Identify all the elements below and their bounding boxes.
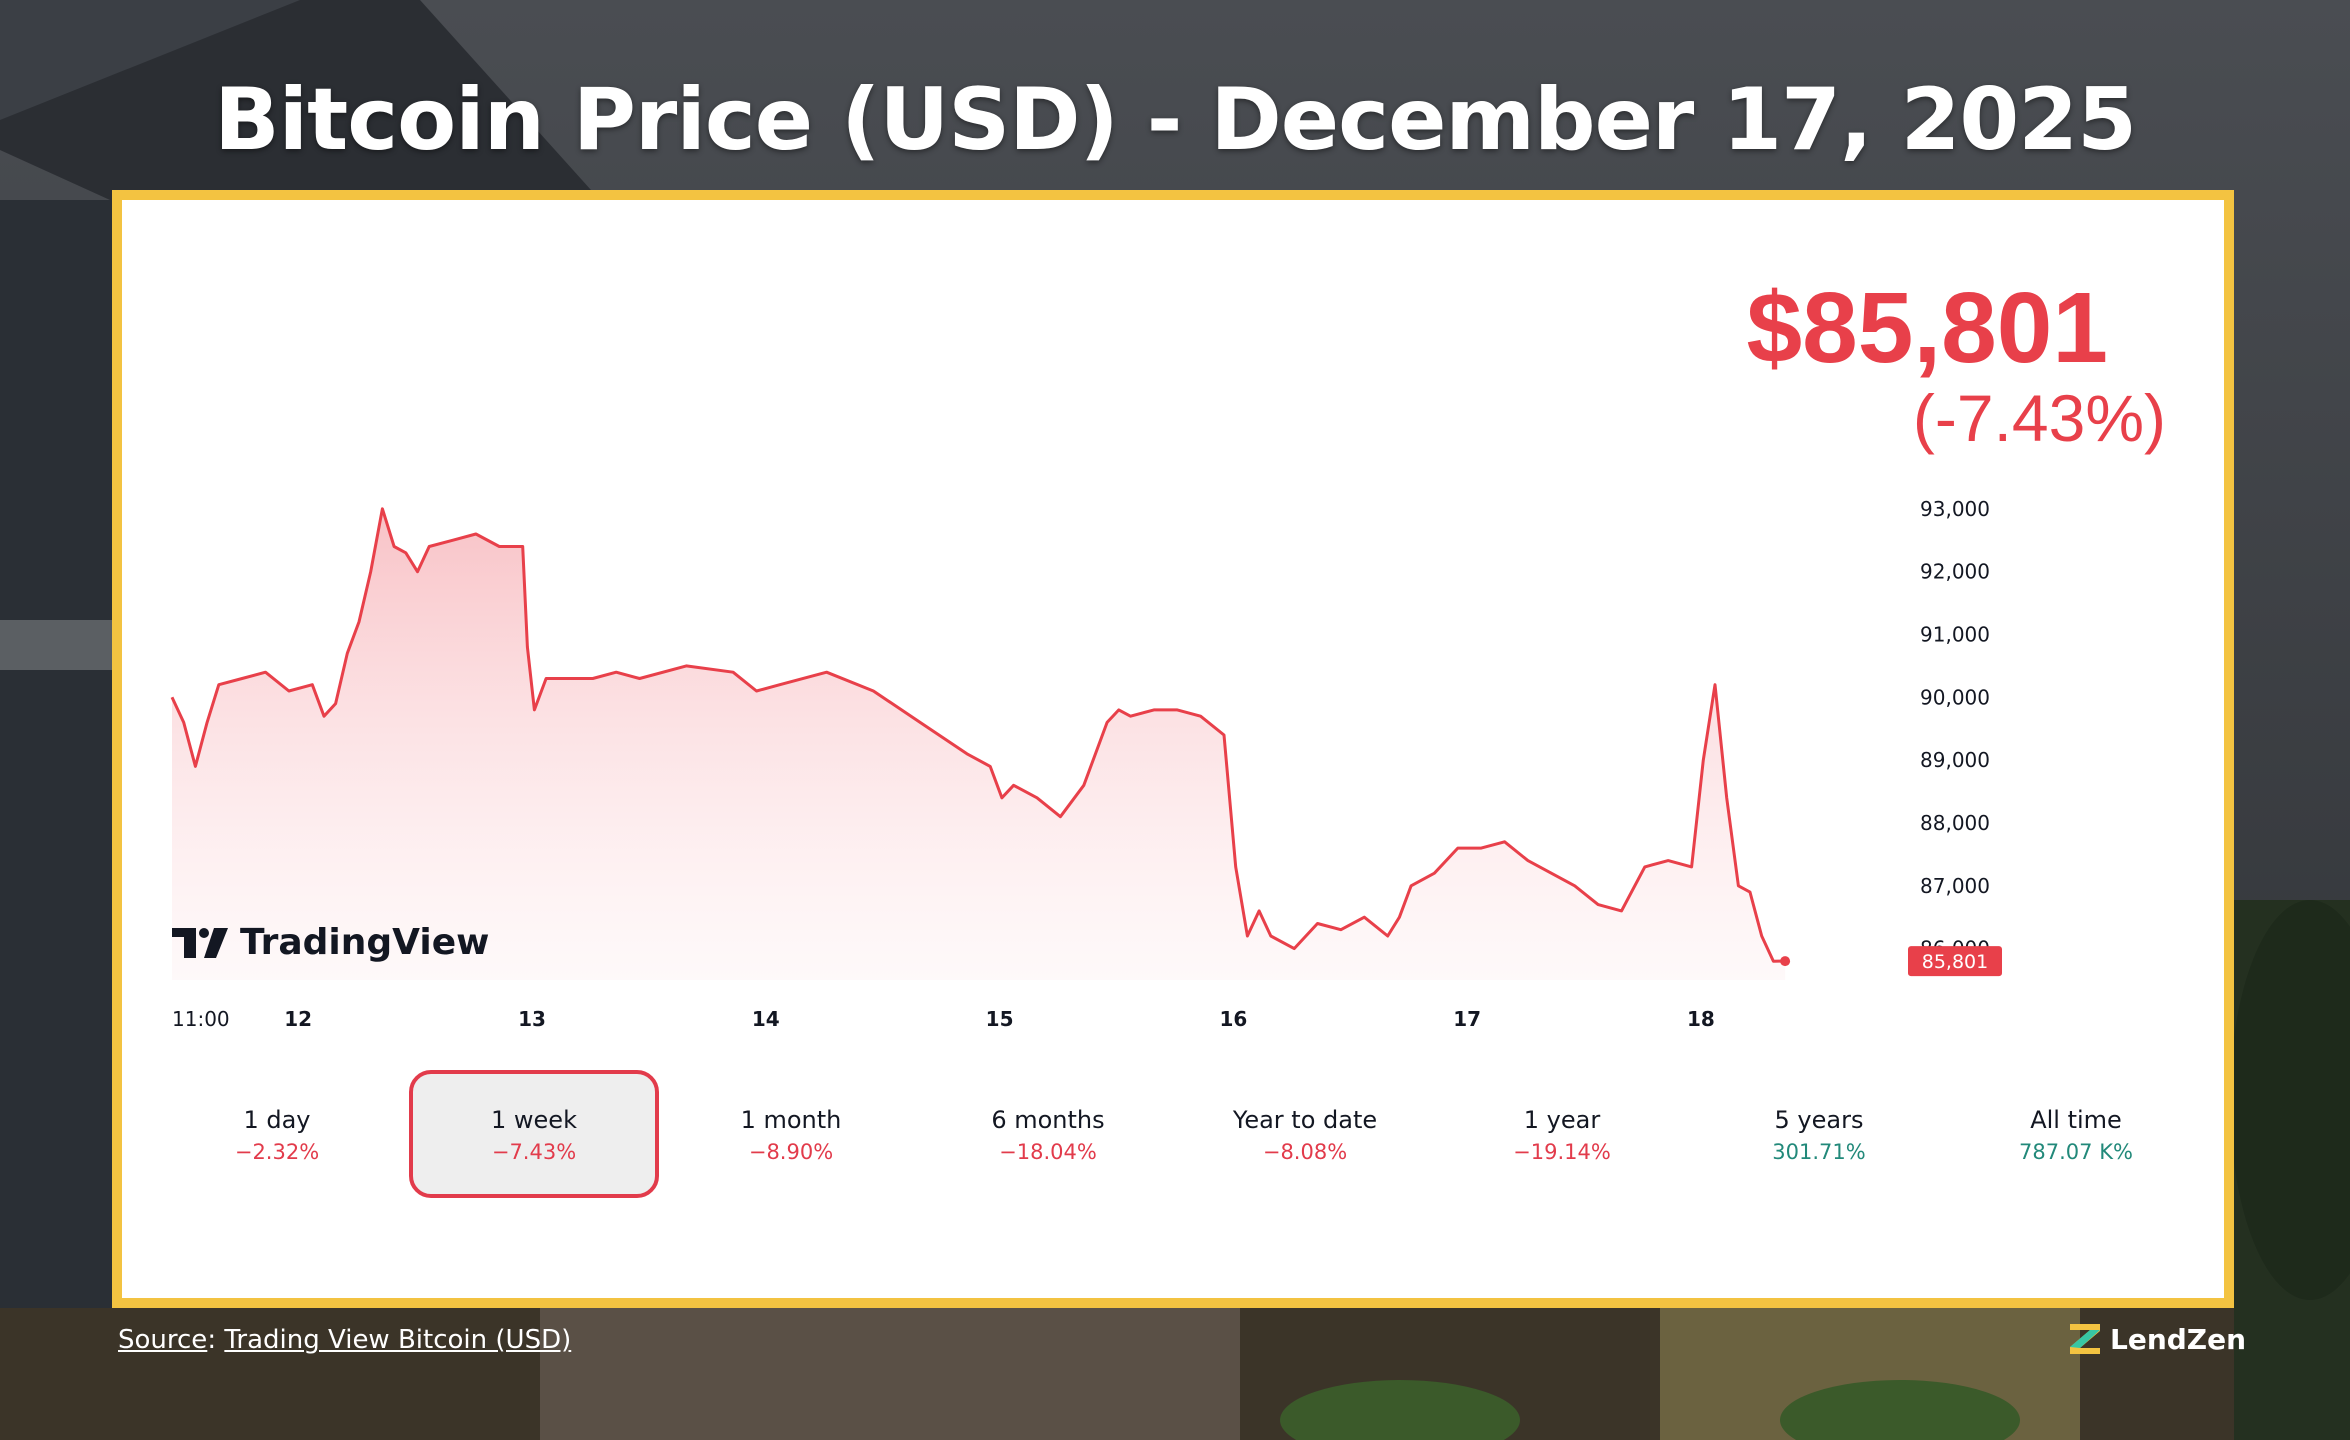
x-tick-label: 15 [986,1007,1014,1031]
period-label: 6 months [991,1106,1105,1134]
period-selector: 1 day −2.32% 1 week −7.43% 1 month −8.90% 6 mo… [172,1070,2172,1200]
source-prefix: Source [118,1325,208,1355]
price-value: $85,801 [1746,272,2108,384]
period-year-to-date[interactable]: Year to date −8.08% [1180,1070,1430,1198]
period-6-months[interactable]: 6 months −18.04% [923,1070,1173,1198]
y-tick-label: 87,000 [1920,874,1990,898]
period-label: Year to date [1232,1106,1378,1134]
y-tick-label: 89,000 [1920,748,1990,772]
tradingview-label: TradingView [240,922,490,963]
x-tick-label: 18 [1687,1007,1715,1031]
tradingview-logo-icon [172,927,228,958]
y-tick-label: 93,000 [1920,497,1990,521]
source-note: Source: Trading View Bitcoin (USD) [118,1325,572,1355]
price-change: (-7.43%) [1912,381,2166,455]
period-1-week[interactable]: 1 week −7.43% [409,1070,659,1198]
period-change: −18.04% [999,1140,1097,1164]
price-area [172,508,1786,980]
brand-logo: LendZen [2068,1322,2246,1356]
source-link[interactable]: Trading View Bitcoin (USD) [224,1325,572,1355]
tradingview-watermark: TradingView [172,922,489,963]
y-tick-label: 90,000 [1920,685,1990,709]
price-line [170,507,1786,963]
x-tick-label: 11:00 [172,1007,230,1031]
period-change: −2.32% [234,1140,320,1164]
period-change: −19.14% [1513,1140,1611,1164]
period-1-month[interactable]: 1 month −8.90% [666,1070,916,1198]
x-tick-label: 14 [752,1007,780,1031]
lendzen-logo-icon [2070,1324,2100,1354]
period-1-year[interactable]: 1 year −19.14% [1437,1070,1687,1198]
period-5-years[interactable]: 5 years 301.71% [1694,1070,1944,1198]
x-tick-label: 16 [1219,1007,1247,1031]
last-price-badge [1908,946,2002,977]
x-tick-label: 12 [284,1007,312,1031]
last-price-dot [1780,956,1791,967]
period-change: 301.71% [1772,1140,1866,1164]
current-price: $85,801 (-7.43%) [1747,278,2166,458]
period-1-day[interactable]: 1 day −2.32% [152,1070,402,1198]
period-change: −8.08% [1262,1140,1348,1164]
period-label: All time [2030,1106,2122,1134]
y-tick-label: 92,000 [1920,560,1990,584]
period-change: 787.07 K% [2019,1140,2133,1164]
price-chart: 93,000 92,000 91,000 90,000 89,000 88,000 87,0… [170,497,2002,1031]
period-change: −7.43% [491,1140,577,1164]
period-label: 1 month [740,1106,842,1134]
period-change: −8.90% [748,1140,834,1164]
y-tick-label: 88,000 [1920,811,1990,835]
brand-label: LendZen [2110,1322,2247,1356]
y-tick-label: 91,000 [1920,623,1990,647]
x-tick-label: 13 [518,1007,546,1031]
period-label: 1 day [243,1106,311,1134]
x-tick-label: 17 [1453,1007,1481,1031]
period-label: 1 week [491,1106,577,1134]
page-title: Bitcoin Price (USD) - December 17, 2025 [214,70,2137,170]
period-all-time[interactable]: All time 787.07 K% [1951,1070,2201,1198]
last-price-label: 85,801 [1922,951,1988,973]
period-label: 5 years [1774,1106,1864,1134]
period-label: 1 year [1523,1106,1601,1134]
chart-card: 93,000 92,000 91,000 90,000 89,000 88,000 87,0… [112,190,2234,1308]
